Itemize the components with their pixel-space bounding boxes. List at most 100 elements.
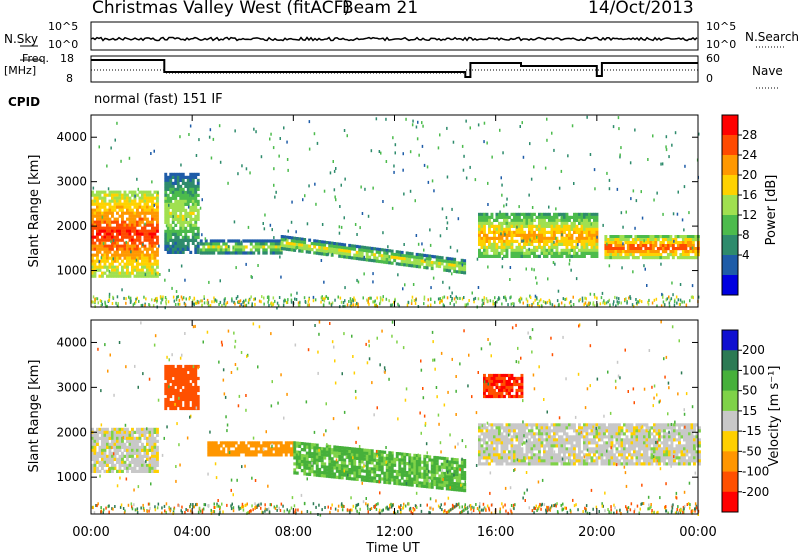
echo-cell [106,463,109,467]
echo-cell [138,232,142,236]
ground-cell [135,300,137,304]
echo-cell [176,403,180,408]
echo-cell [153,229,157,233]
echo-cell [493,379,496,384]
echo-cell [91,445,94,449]
echo-cell [515,245,519,249]
echo-cell [320,450,324,454]
echo-cell [151,241,154,245]
echo-cell [227,248,231,252]
noise-cell [491,155,493,159]
ground-cell [271,304,273,308]
echo-cell [126,433,129,437]
echo-cell [186,202,190,206]
echo-cell [540,239,544,243]
echo-cell [113,427,117,431]
echo-cell [515,438,519,442]
ground-cell [354,303,357,307]
echo-cell [93,226,97,230]
echo-cell [684,250,688,254]
echo-cell [156,451,159,455]
echo-cell [98,265,102,269]
echo-cell [515,394,519,399]
echo-cell [425,473,429,477]
echo-cell [179,379,183,384]
echo-cell [423,484,427,488]
echo-cell [375,458,379,463]
echo-cell [483,233,486,237]
beam-title: Beam 21 [342,0,419,18]
noise-cell [502,151,504,155]
noise-cell [303,296,306,300]
echo-cell [478,459,481,463]
echo-cell [485,215,489,219]
echo-cell [108,208,112,212]
echo-cell [222,239,226,243]
echo-cell [194,250,198,254]
echo-cell [540,429,544,433]
noise-cell [461,263,464,267]
noise-cell [294,297,296,301]
echo-cell [171,244,175,248]
echo-cell [128,247,132,251]
echo-cell [118,229,122,233]
echo-cell [141,448,144,452]
ground-cell [211,300,213,304]
echo-cell [179,199,183,203]
echo-cell [438,477,442,481]
echo-cell [300,442,304,446]
echo-cell [498,388,501,393]
noise-cell [437,146,440,150]
echo-cell [283,238,287,242]
echo-cell [128,460,132,464]
ground-cell [330,303,333,307]
echo-cell [93,208,97,212]
echo-cell [101,247,104,251]
ground-cell [148,303,150,306]
echo-cell [583,239,586,243]
echo-cell [540,215,544,219]
noise-cell [568,254,571,258]
echo-cell [595,230,599,234]
echo-cell [330,472,334,476]
noise-cell [544,166,547,170]
ground-cell [304,300,307,304]
ground-cell [270,301,273,305]
echo-cell [186,238,190,242]
echo-cell [204,242,208,246]
echo-cell [393,457,397,461]
noise-cell [373,300,375,304]
echo-cell [593,242,596,246]
noise-cell [128,156,131,160]
ground-cell [194,301,197,305]
echo-cell [588,221,591,225]
echo-cell [333,463,337,467]
echo-cell [181,250,185,254]
echo-cell [513,444,516,448]
echo-cell [573,248,576,252]
echo-cell [315,473,319,477]
echo-cell [520,248,524,252]
echo-cell [338,455,342,459]
echo-cell [488,221,491,225]
echo-cell [131,202,134,206]
echo-cell [186,376,190,381]
echo-cell [98,214,102,218]
echo-cell [518,456,521,460]
echo-cell [103,196,107,200]
echo-cell [141,259,144,263]
echo-cell [153,454,157,458]
echo-cell [585,239,589,243]
echo-cell [378,474,382,478]
noise-cell [331,252,334,256]
echo-cell [480,438,484,442]
echo-cell [328,241,332,245]
echo-cell [131,439,134,443]
ground-cell [441,296,444,300]
echo-cell [405,477,409,481]
noise-cell [507,303,509,307]
echo-cell [191,367,195,372]
echo-cell [548,251,551,255]
echo-cell [575,224,579,228]
ground-cell [662,300,665,304]
